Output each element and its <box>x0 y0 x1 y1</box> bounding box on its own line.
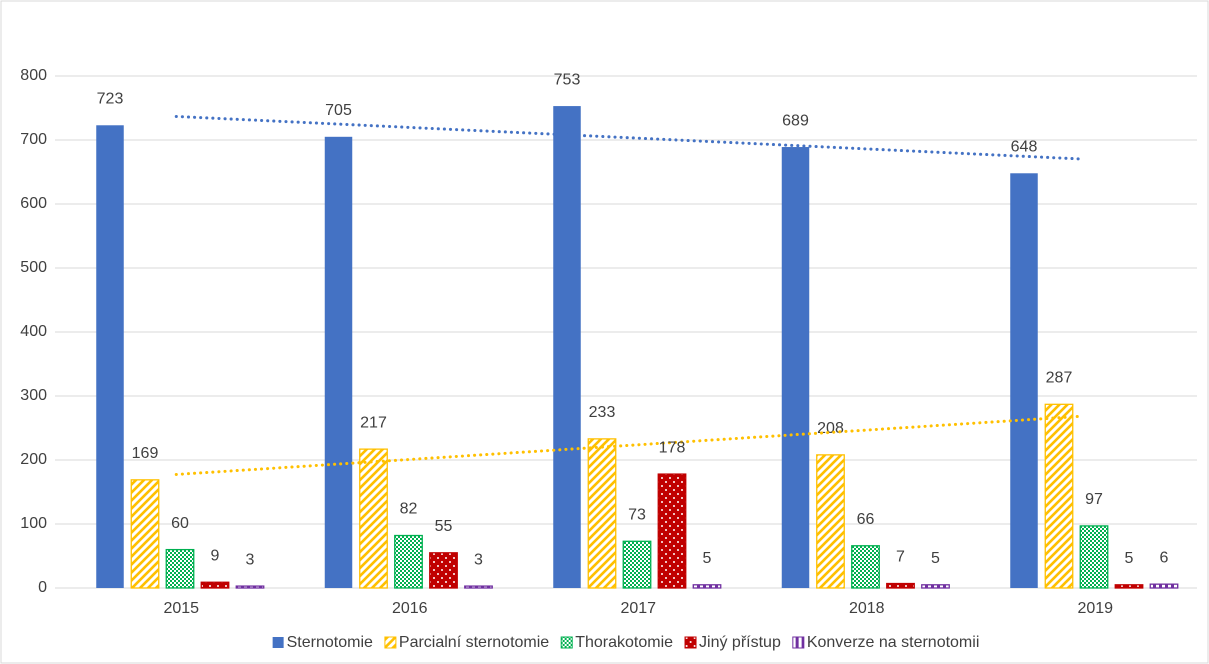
legend-label: Jiný přístup <box>699 634 781 651</box>
data-label: 3 <box>246 551 255 568</box>
y-tick-label: 400 <box>20 323 47 340</box>
y-tick-label: 800 <box>20 67 47 84</box>
bar <box>324 136 353 589</box>
legend: Sternotomie Parcialní sternotomie Thorakot… <box>272 634 980 651</box>
bar <box>464 585 493 589</box>
data-label: 217 <box>360 414 387 431</box>
trendline <box>174 414 1082 476</box>
bar <box>130 479 160 589</box>
trendline <box>174 114 1082 161</box>
bar <box>1114 584 1144 589</box>
y-tick-label: 500 <box>20 259 47 276</box>
y-tick-label: 700 <box>20 131 47 148</box>
data-label: 7 <box>896 549 905 566</box>
data-label: 5 <box>703 550 712 567</box>
data-label: 5 <box>931 550 940 567</box>
x-tick-label: 2016 <box>392 600 428 617</box>
bar <box>692 584 722 589</box>
bar <box>553 106 581 588</box>
data-label: 648 <box>1011 138 1038 155</box>
x-tick-label: 2015 <box>163 600 199 617</box>
y-tick-label: 100 <box>20 515 47 532</box>
data-label: 66 <box>857 511 875 528</box>
legend-label: Sternotomie <box>287 634 373 651</box>
legend-label: Thorakotomie <box>575 634 673 651</box>
data-label: 97 <box>1085 491 1103 508</box>
y-tick-label: 600 <box>20 195 47 212</box>
bar <box>1149 583 1179 589</box>
bar <box>96 125 124 588</box>
bar <box>200 581 230 589</box>
x-tick-label: 2019 <box>1077 600 1113 617</box>
bar <box>394 534 423 589</box>
data-label: 5 <box>1125 550 1134 567</box>
bar <box>429 552 458 589</box>
bar <box>165 548 195 589</box>
data-label: 73 <box>628 506 646 523</box>
data-label: 705 <box>325 102 352 119</box>
data-label: 3 <box>474 551 483 568</box>
data-label: 233 <box>589 404 616 421</box>
data-label: 208 <box>817 420 844 437</box>
x-tick-label: 2018 <box>849 600 885 617</box>
y-tick-label: 0 <box>38 579 47 596</box>
legend-swatch <box>272 637 284 648</box>
data-label: 55 <box>435 518 453 535</box>
bar <box>1044 403 1074 589</box>
data-label: 82 <box>400 501 418 518</box>
bar <box>921 584 950 589</box>
bar <box>1010 173 1038 588</box>
bar <box>851 545 880 589</box>
y-tick-label: 200 <box>20 451 47 468</box>
data-label: 9 <box>211 547 220 564</box>
data-label: 723 <box>97 90 124 107</box>
legend-label: Parcialní sternotomie <box>399 634 549 651</box>
data-label: 689 <box>782 112 809 129</box>
data-label: 287 <box>1046 370 1073 387</box>
legend-label: Konverze na sternotomii <box>807 634 980 651</box>
bar <box>359 448 388 589</box>
legend-swatch <box>792 636 805 649</box>
bar <box>816 454 845 589</box>
bar <box>886 582 915 589</box>
data-label: 753 <box>554 71 581 88</box>
bar <box>1079 525 1109 589</box>
bar <box>657 473 687 589</box>
bar <box>587 438 617 589</box>
legend-swatch <box>384 636 397 649</box>
data-label: 6 <box>1160 549 1169 566</box>
data-label: 178 <box>659 439 686 456</box>
legend-swatch <box>560 636 573 649</box>
bar <box>622 540 652 589</box>
x-tick-label: 2017 <box>620 600 656 617</box>
data-label: 60 <box>171 515 189 532</box>
data-label: 169 <box>132 445 159 462</box>
bar <box>235 585 265 589</box>
bar <box>781 147 810 589</box>
legend-swatch <box>684 636 697 649</box>
y-tick-label: 300 <box>20 387 47 404</box>
